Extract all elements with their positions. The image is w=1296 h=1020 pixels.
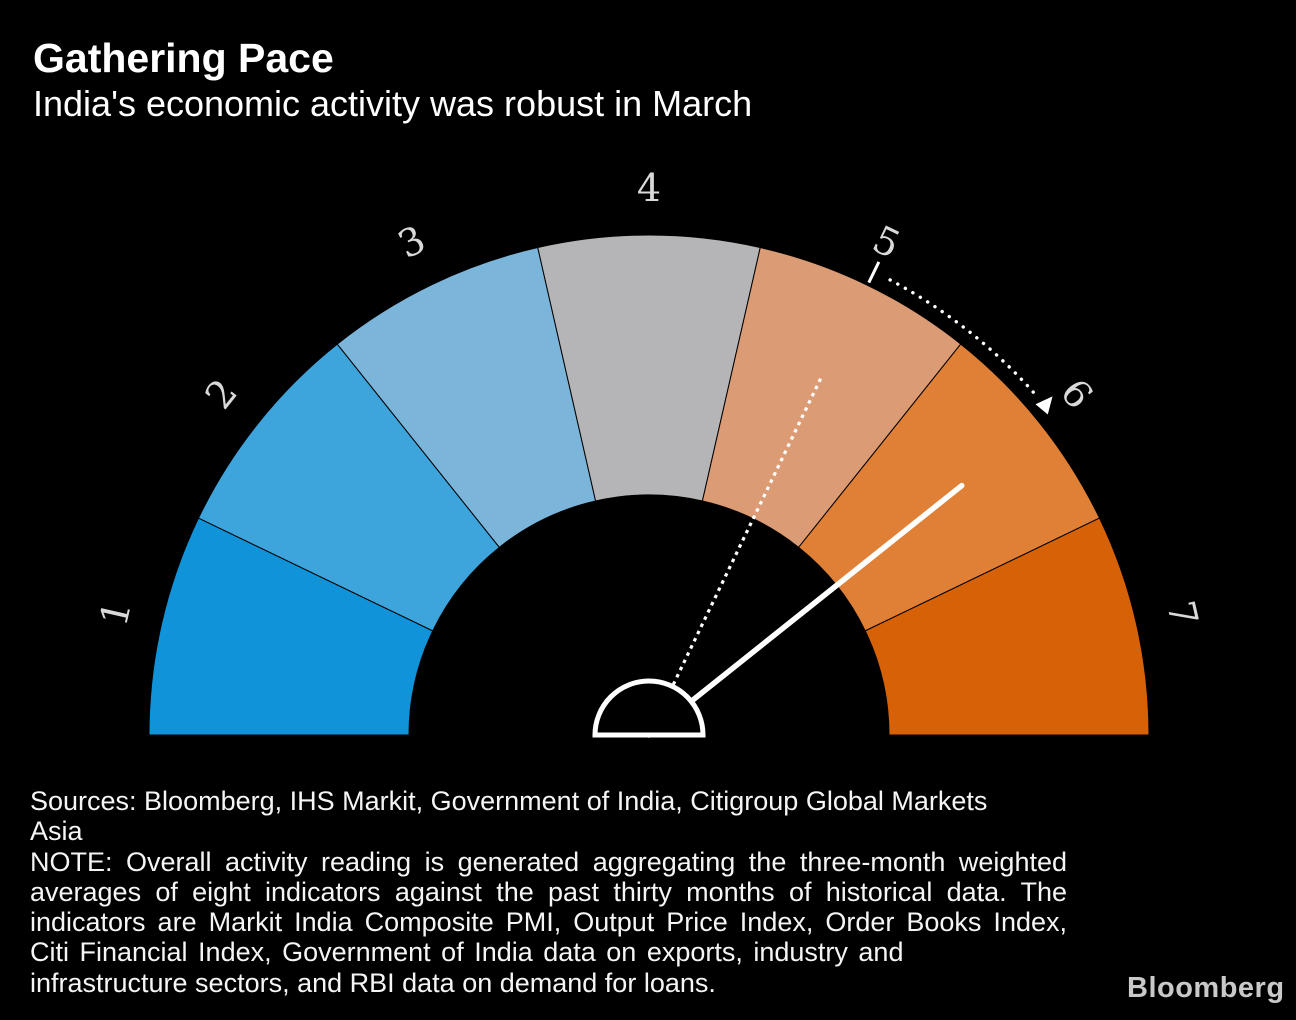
needle-hub	[592, 678, 706, 738]
gauge-tick-label-4: 4	[637, 166, 661, 210]
gauge-tick-label-2: 2	[197, 371, 246, 417]
gauge-tick-label-3: 3	[391, 217, 432, 267]
sources-line-2: Asia	[30, 816, 83, 847]
gauge-tick-label-6: 6	[1052, 371, 1101, 417]
gauge-segment-7	[864, 517, 1150, 736]
trend-arrow-dotted-arc	[888, 278, 1039, 398]
gauge-tick-label-1: 1	[91, 597, 139, 630]
chart-subtitle: India's economic activity was robust in …	[33, 83, 753, 124]
gauge-tick-label-7: 7	[1158, 597, 1206, 630]
bloomberg-logo: Bloomberg	[1127, 972, 1285, 1004]
sources-line-1: Sources: Bloomberg, IHS Markit, Governme…	[30, 786, 988, 816]
needle-current	[646, 482, 965, 738]
chart-title: Gathering Pace	[33, 35, 334, 81]
needle-previous	[647, 373, 824, 736]
note-line-4: Citi Financial Index, Government of Indi…	[30, 937, 904, 968]
trend-arrow-start-tick	[867, 261, 881, 284]
gauge-tick-label-5: 5	[866, 217, 907, 267]
trend-arrow-head-icon	[1035, 396, 1053, 415]
note-line-2: averages of eight indicators against the…	[30, 876, 1067, 907]
note-line-1: NOTE: Overall activity reading is genera…	[30, 846, 1067, 877]
footnote-block: Sources: Bloomberg, IHS Markit, Governme…	[30, 786, 1067, 998]
note-line-5: infrastructure sectors, and RBI data on …	[30, 967, 716, 998]
note-line-3: indicators are Markit India Composite PM…	[30, 907, 1067, 938]
